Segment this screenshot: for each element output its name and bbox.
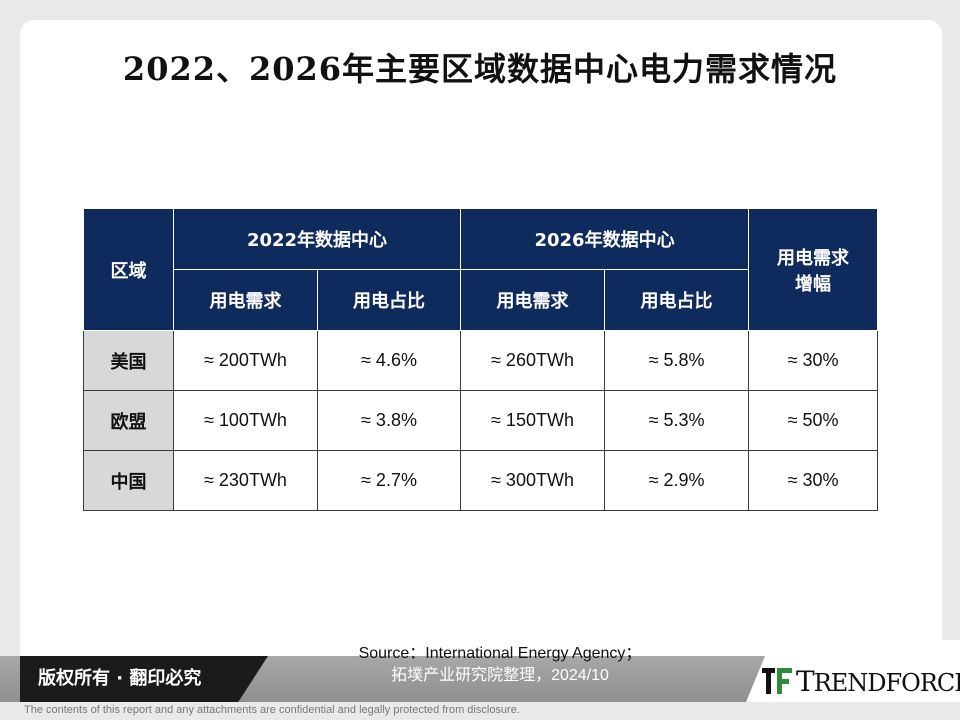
table-row: 欧盟 ≈ 100TWh ≈ 3.8% ≈ 150TWh ≈ 5.3% ≈ 50% bbox=[83, 390, 879, 451]
demand-2026-cell: ≈ 150TWh bbox=[460, 390, 606, 451]
growth-cell: ≈ 30% bbox=[748, 330, 879, 391]
demand-2022-cell: ≈ 230TWh bbox=[173, 450, 318, 511]
source-line-2: 拓墣产业研究院整理，2024/10 bbox=[391, 667, 609, 684]
growth-cell: ≈ 30% bbox=[748, 450, 879, 511]
header-growth: 用电需求 增幅 bbox=[748, 208, 879, 331]
power-demand-table: 区域 2022年数据中心 2026年数据中心 用电需求 增幅 用电需求 用电占比… bbox=[83, 208, 879, 511]
disclaimer: The contents of this report and any atta… bbox=[24, 704, 520, 716]
growth-cell: ≈ 50% bbox=[748, 390, 879, 451]
header-growth-line2: 增幅 bbox=[795, 273, 832, 295]
region-cell: 美国 bbox=[83, 330, 174, 391]
share-2022-cell: ≈ 4.6% bbox=[316, 330, 462, 391]
header-group-2022: 2022年数据中心 bbox=[172, 208, 462, 270]
table-row: 中国 ≈ 230TWh ≈ 2.7% ≈ 300TWh ≈ 2.9% ≈ 30% bbox=[83, 450, 879, 511]
share-2022-cell: ≈ 2.7% bbox=[316, 450, 462, 511]
source-note: Source：International Energy Agency； 拓墣产业… bbox=[270, 643, 730, 687]
page-title: 2022、2026年主要区域数据中心电力需求情况 bbox=[122, 50, 838, 88]
header-share-2026: 用电占比 bbox=[604, 269, 750, 331]
header-growth-line1: 用电需求 bbox=[777, 247, 850, 269]
region-cell: 欧盟 bbox=[83, 390, 174, 451]
share-2022-cell: ≈ 3.8% bbox=[316, 390, 462, 451]
logo-text-rest: RENDFORCE bbox=[813, 669, 960, 697]
share-2026-cell: ≈ 5.3% bbox=[604, 390, 750, 451]
table-row: 美国 ≈ 200TWh ≈ 4.6% ≈ 260TWh ≈ 5.8% ≈ 30% bbox=[83, 330, 879, 391]
logo-text-big: T bbox=[796, 665, 815, 698]
header-region: 区域 bbox=[83, 208, 174, 331]
source-line-1: Source：International Energy Agency； bbox=[358, 645, 642, 662]
demand-2026-cell: ≈ 300TWh bbox=[460, 450, 606, 511]
header-group-2026: 2026年数据中心 bbox=[460, 208, 750, 270]
region-cell: 中国 bbox=[83, 450, 174, 511]
header-share-2022: 用电占比 bbox=[316, 269, 462, 331]
header-demand-2026: 用电需求 bbox=[460, 269, 606, 331]
copyright-notice: 版权所有 · 翻印必究 bbox=[20, 656, 268, 702]
demand-2022-cell: ≈ 200TWh bbox=[173, 330, 318, 391]
header-demand-2022: 用电需求 bbox=[173, 269, 318, 331]
demand-2022-cell: ≈ 100TWh bbox=[173, 390, 318, 451]
trendforce-logo-text: TRENDFORCE bbox=[796, 665, 960, 698]
demand-2026-cell: ≈ 260TWh bbox=[460, 330, 606, 391]
trendforce-logo-icon bbox=[762, 668, 792, 694]
share-2026-cell: ≈ 2.9% bbox=[604, 450, 750, 511]
share-2026-cell: ≈ 5.8% bbox=[604, 330, 750, 391]
